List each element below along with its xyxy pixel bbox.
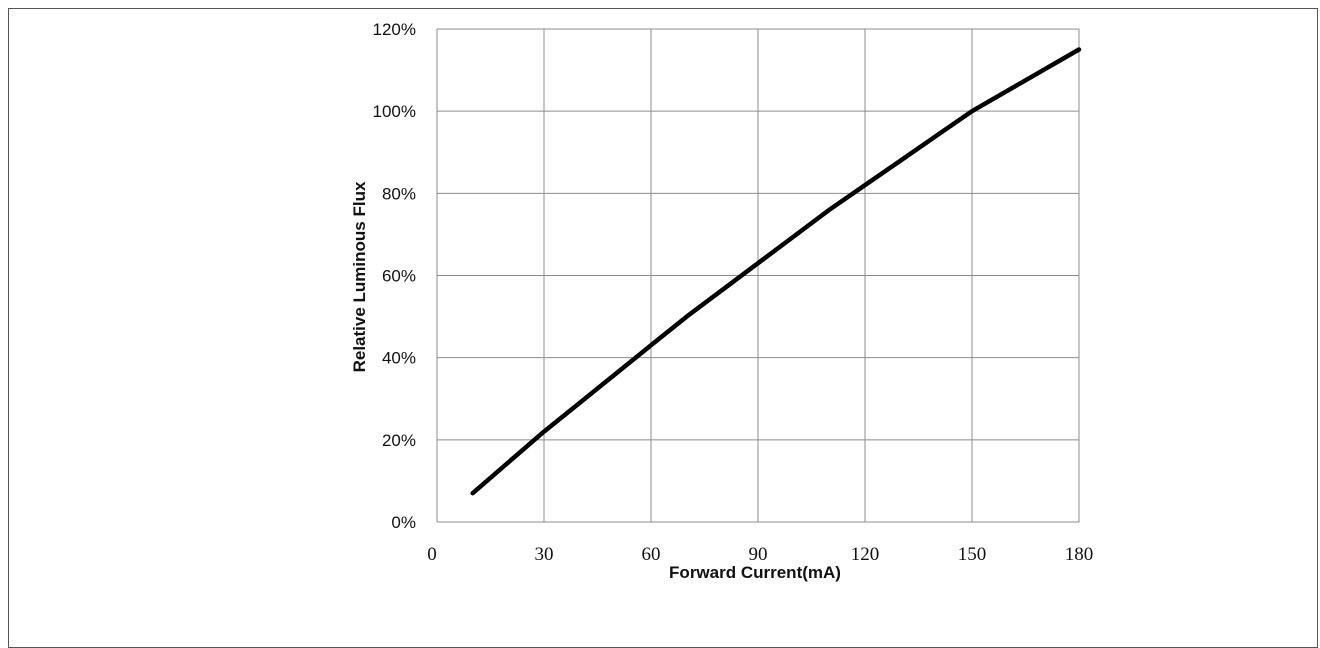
y-tick-label-5: 100% xyxy=(373,102,416,121)
x-tick-label-4: 120 xyxy=(851,544,880,565)
line-chart: 0%20%40%60%80%100%120% 0 30 60 90 120 150 180 … xyxy=(350,20,1093,582)
x-tick-label-3: 90 xyxy=(749,544,768,565)
series-line-0 xyxy=(470,47,1082,496)
y-tick-label-1: 20% xyxy=(382,431,416,450)
y-tick-label-4: 80% xyxy=(382,184,416,203)
y-tick-label-2: 40% xyxy=(382,349,416,368)
x-tick-label-0: 0 xyxy=(427,544,437,565)
y-axis-title: Relative Luminous Flux xyxy=(350,181,369,372)
y-tick-labels: 0% 20% 40% 60% 80% 100% 120% xyxy=(373,20,416,532)
x-tick-label-2: 60 xyxy=(642,544,661,565)
x-tick-label-1: 30 xyxy=(535,544,554,565)
y-tick-label-6: 120% xyxy=(373,20,416,39)
x-tick-labels: 0 30 60 90 120 150 180 xyxy=(427,544,1093,565)
y-tick-label-3: 60% xyxy=(382,267,416,286)
y-tick-label-0: 0% xyxy=(391,513,416,532)
x-tick-label-6: 180 xyxy=(1065,544,1094,565)
chart-frame xyxy=(8,8,1318,648)
x-axis-title: Forward Current(mA) xyxy=(669,563,841,582)
x-tick-label-5: 150 xyxy=(958,544,987,565)
series-lines xyxy=(470,47,1082,496)
